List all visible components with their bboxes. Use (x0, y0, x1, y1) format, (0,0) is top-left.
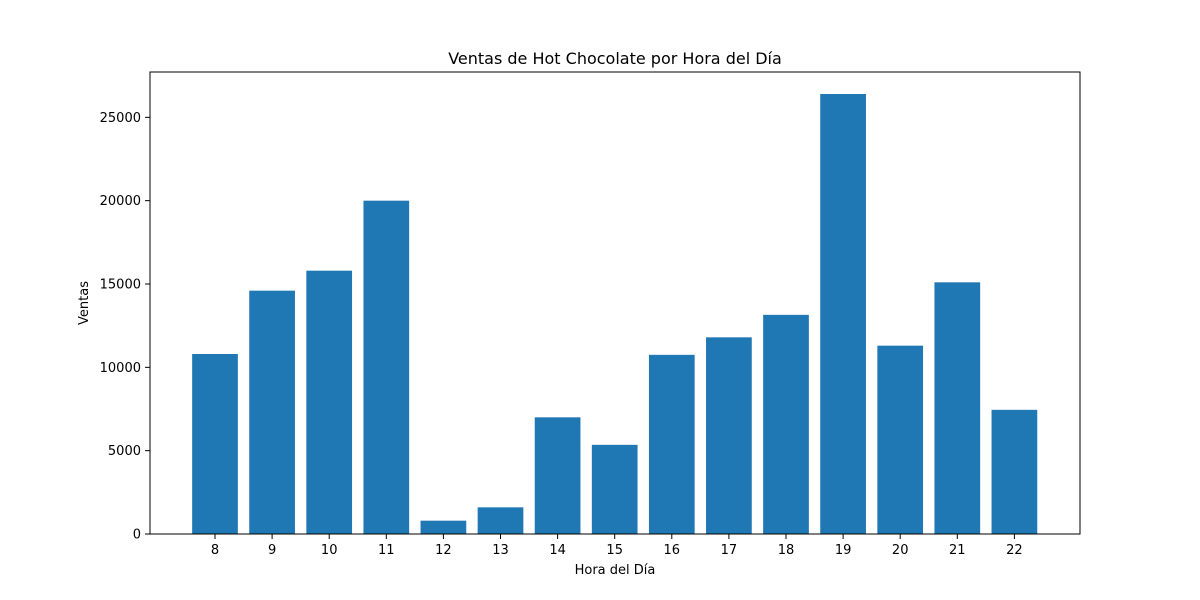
y-axis-label: Ventas (77, 281, 92, 325)
x-axis-ticks: 8 9 10 11 12 13 14 15 16 17 18 19 20 21 22 (211, 534, 1023, 558)
bar-20 (877, 345, 924, 534)
x-tick-label: 12 (435, 543, 452, 558)
plot-frame (149, 71, 1081, 535)
bar-16 (648, 354, 695, 534)
x-tick-label: 14 (549, 543, 566, 558)
bar-13 (477, 507, 524, 534)
bar-18 (763, 314, 809, 534)
x-tick-label: 16 (664, 543, 681, 558)
bar-14 (534, 417, 581, 534)
x-axis-label: Hora del Día (575, 563, 656, 578)
bar-8 (192, 354, 238, 534)
x-tick-label: 22 (1006, 543, 1023, 558)
x-tick-label: 13 (492, 543, 509, 558)
bar-11 (363, 200, 410, 534)
y-tick-label: 25000 (100, 111, 141, 126)
y-axis-ticks: 0 5000 10000 15000 20000 25000 (100, 111, 150, 543)
y-tick-label: 0 (133, 528, 141, 543)
bars-group (192, 94, 1038, 534)
bar-9 (249, 290, 295, 534)
bar-15 (591, 444, 638, 534)
bar-17 (706, 337, 752, 534)
y-tick-label: 10000 (100, 361, 141, 376)
bar-22 (991, 409, 1038, 534)
x-tick-label: 20 (892, 543, 909, 558)
bar-21 (934, 282, 981, 534)
y-tick-label: 5000 (108, 444, 141, 459)
x-tick-label: 9 (268, 543, 276, 558)
x-tick-label: 21 (949, 543, 966, 558)
bar-19 (820, 94, 866, 534)
x-tick-label: 18 (778, 543, 795, 558)
x-tick-label: 17 (721, 543, 738, 558)
x-tick-label: 15 (606, 543, 623, 558)
bar-12 (420, 520, 467, 534)
chart-title: Ventas de Hot Chocolate por Hora del Día (448, 49, 782, 68)
x-tick-label: 8 (211, 543, 219, 558)
y-tick-label: 15000 (100, 278, 141, 293)
y-tick-label: 20000 (100, 194, 141, 209)
bar-10 (306, 270, 353, 534)
x-tick-label: 19 (835, 543, 852, 558)
x-tick-label: 11 (378, 543, 395, 558)
x-tick-label: 10 (321, 543, 338, 558)
